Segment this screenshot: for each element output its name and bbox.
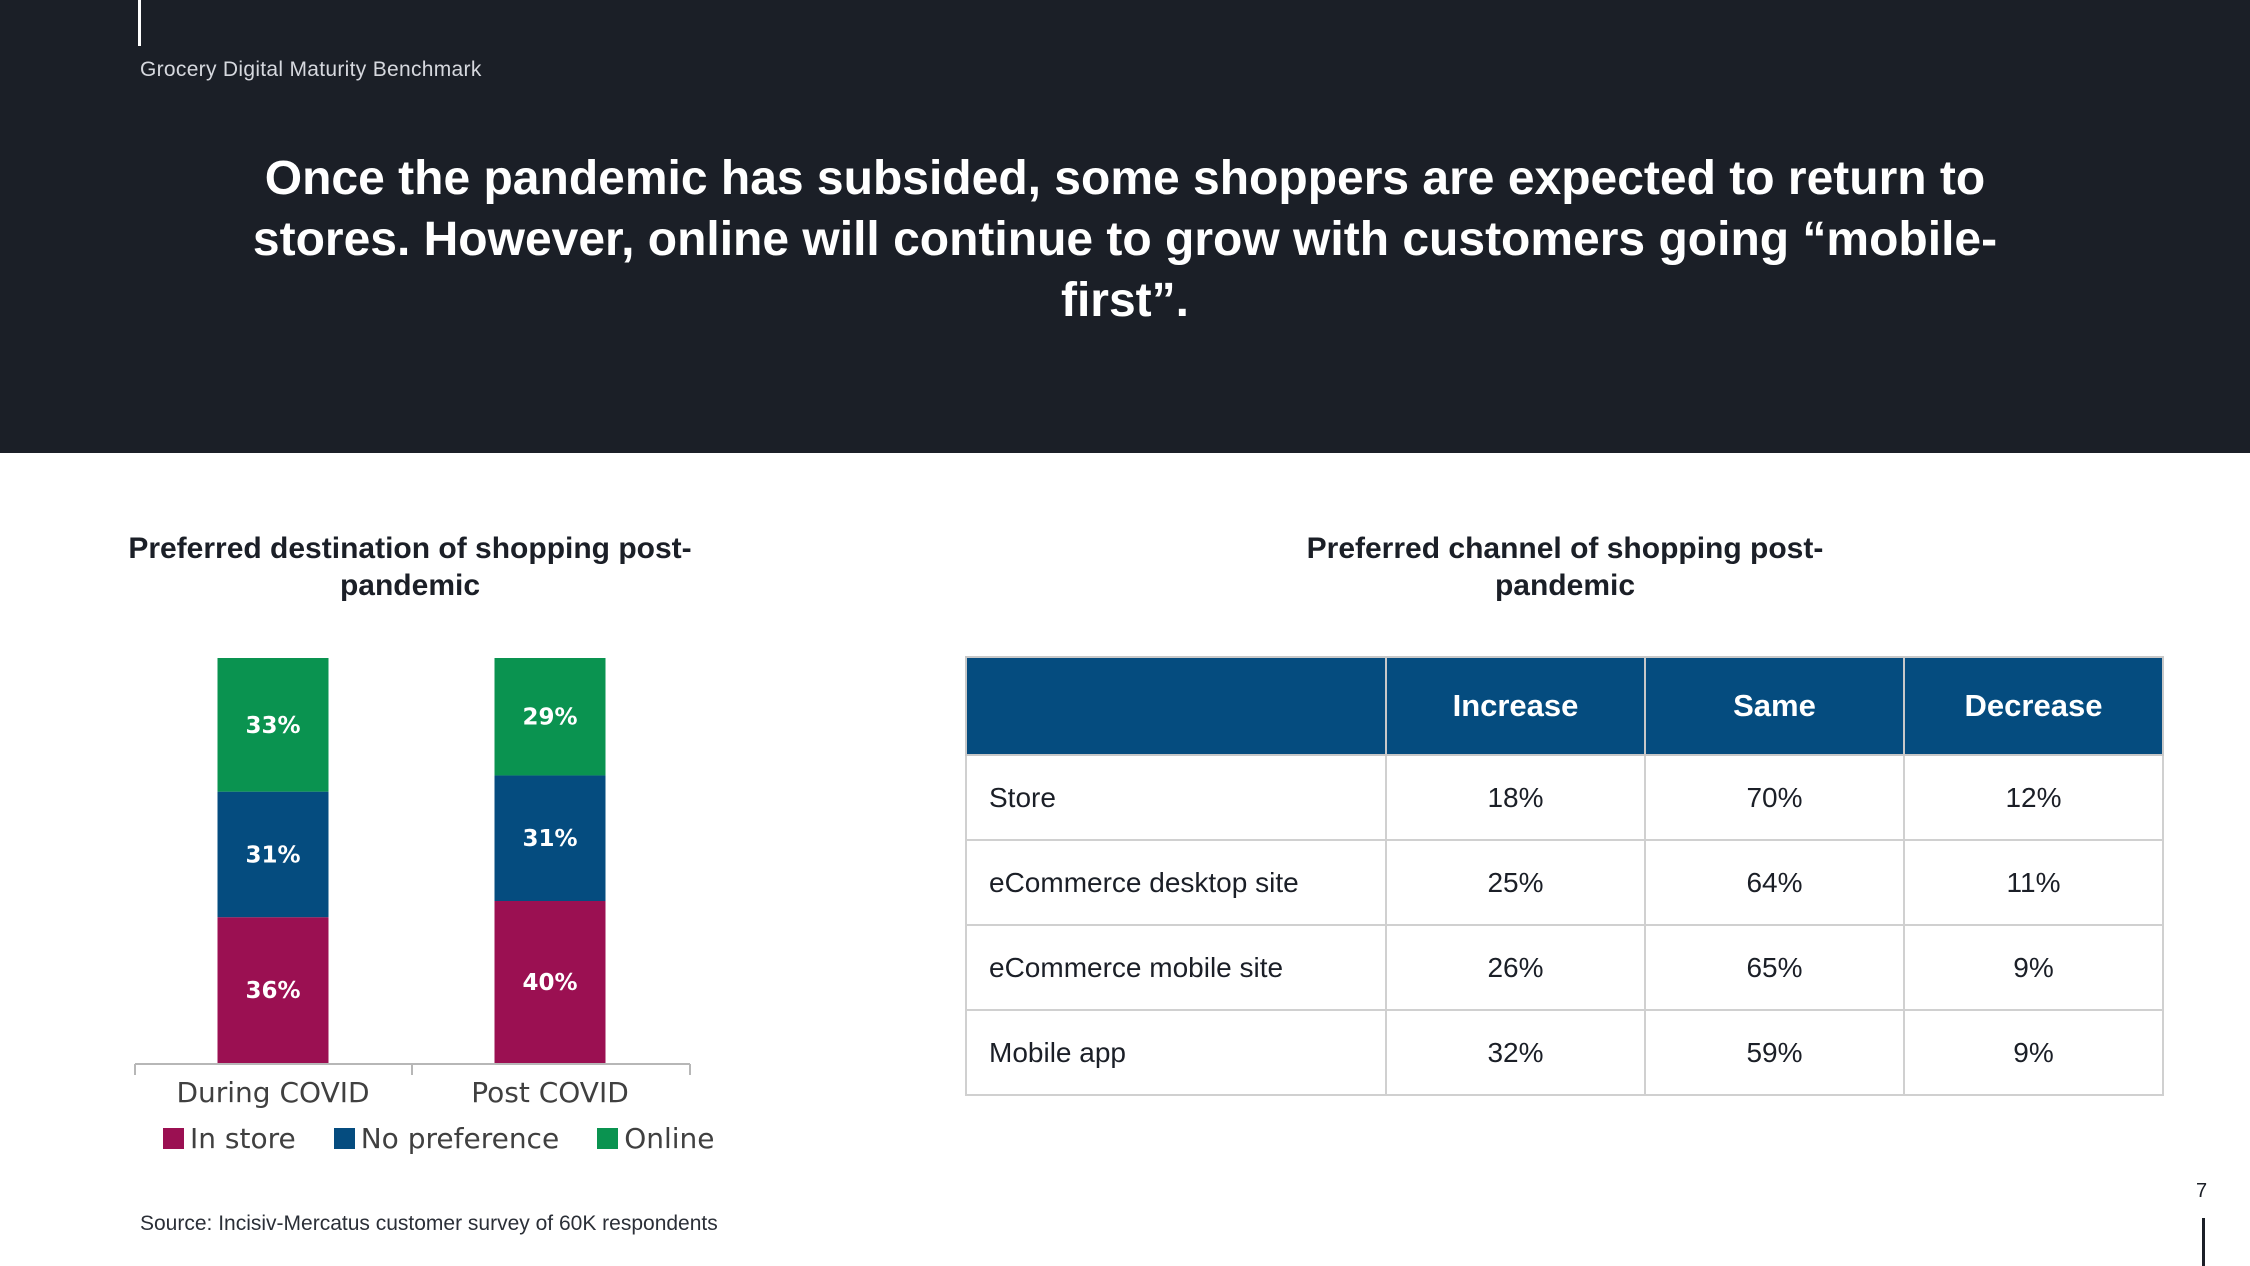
table-cell: 18%: [1385, 754, 1646, 841]
table-header-cell: [965, 656, 1387, 756]
table-row: eCommerce desktop site 25% 64% 11%: [965, 839, 2164, 926]
table-cell: 59%: [1644, 1009, 1905, 1096]
row-label: eCommerce mobile site: [965, 924, 1387, 1011]
channel-table: Increase Same Decrease Store 18% 70% 12%…: [965, 656, 2164, 1096]
stacked-bar-chart: 36% 31% 33% During COVID 40% 31% 29% Post COVID: [134, 658, 691, 1109]
row-label: Mobile app: [965, 1009, 1387, 1096]
data-label: 40%: [522, 970, 577, 996]
table-cell: 9%: [1903, 924, 2164, 1011]
data-label: 29%: [522, 705, 577, 731]
table-cell: 64%: [1644, 839, 1905, 926]
bar-segment: [217, 791, 329, 918]
legend-swatch: [597, 1128, 619, 1149]
legend-swatch: [333, 1128, 355, 1149]
table-row: eCommerce mobile site 26% 65% 9%: [965, 924, 2164, 1011]
data-label: 33%: [245, 713, 300, 739]
bar-chart-title: Preferred destination of shopping post-p…: [128, 532, 692, 602]
row-label: eCommerce desktop site: [965, 839, 1387, 926]
table-cell: 25%: [1385, 839, 1646, 926]
source-note: Source: Incisiv-Mercatus customer survey…: [140, 1212, 718, 1235]
bar-segment: [217, 658, 329, 792]
page-number: 7: [2196, 1180, 2208, 1202]
legend-label: In store: [190, 1122, 296, 1155]
legend-item: No preference: [333, 1122, 560, 1155]
table-title: Preferred channel of shopping post-pande…: [1306, 532, 1824, 602]
table-cell: 65%: [1644, 924, 1905, 1011]
category-label: Post COVID: [471, 1076, 629, 1109]
header-banner: Grocery Digital Maturity Benchmark Once …: [0, 0, 2250, 453]
footer-accent-rule: [2202, 1218, 2205, 1266]
bar-segment: [494, 658, 606, 776]
table-header-row: Increase Same Decrease: [965, 656, 2164, 756]
chart-legend: In store No preference Online: [163, 1122, 715, 1155]
table-cell: 32%: [1385, 1009, 1646, 1096]
table-header-cell: Increase: [1385, 656, 1646, 756]
category-label: During COVID: [176, 1076, 369, 1109]
report-subtitle: Grocery Digital Maturity Benchmark: [140, 58, 482, 81]
table-cell: 11%: [1903, 839, 2164, 926]
data-label: 36%: [245, 978, 300, 1004]
legend-label: Online: [624, 1122, 715, 1155]
legend-label: No preference: [360, 1122, 560, 1155]
legend-swatch: [163, 1128, 184, 1149]
table-cell: 26%: [1385, 924, 1646, 1011]
table-cell: 70%: [1644, 754, 1905, 841]
table-row: Store 18% 70% 12%: [965, 754, 2164, 841]
row-label: Store: [965, 754, 1387, 841]
bar-segment: [494, 901, 606, 1063]
page-headline: Once the pandemic has subsided, some sho…: [252, 152, 1998, 327]
table-row: Mobile app 32% 59% 9%: [965, 1009, 2164, 1096]
data-label: 31%: [245, 842, 300, 868]
table-cell: 12%: [1903, 754, 2164, 841]
legend-item: In store: [163, 1122, 296, 1155]
data-label: 31%: [522, 826, 577, 852]
table-header-cell: Same: [1644, 656, 1905, 756]
header-accent-rule: [138, 0, 141, 46]
bar-segment: [217, 917, 329, 1063]
table-cell: 9%: [1903, 1009, 2164, 1096]
legend-item: Online: [597, 1122, 715, 1155]
bar-segment: [494, 775, 606, 901]
table-header-cell: Decrease: [1903, 656, 2164, 756]
